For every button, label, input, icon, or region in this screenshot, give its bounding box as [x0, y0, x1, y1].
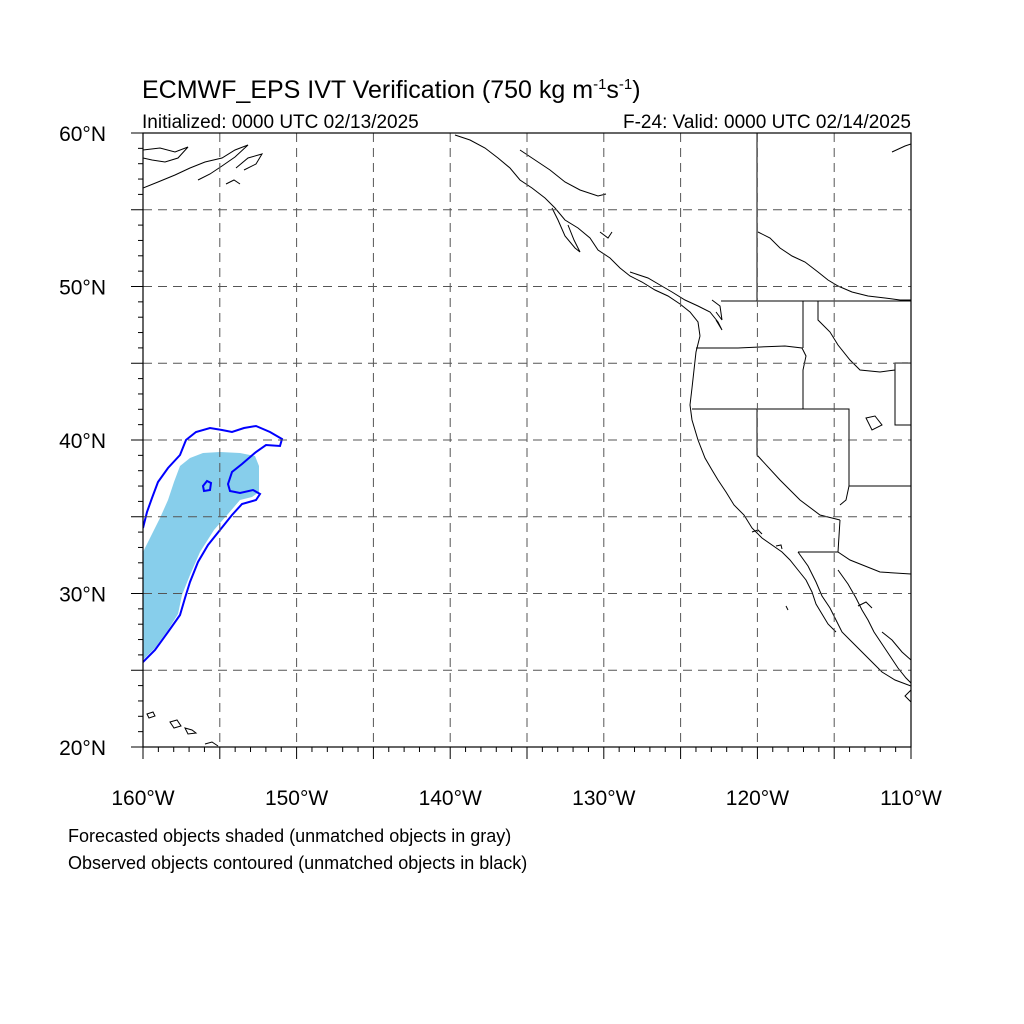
- lon-label: 140°W: [419, 787, 482, 810]
- longitude-labels: 160°W 150°W 140°W 130°W 120°W 110°W: [111, 787, 942, 810]
- observed-legend-note: Observed objects contoured (unmatched ob…: [68, 853, 528, 873]
- lon-label: 110°W: [880, 787, 942, 810]
- axis-ticks: [131, 132, 912, 759]
- lon-label: 160°W: [111, 787, 174, 810]
- figure-title: ECMWF_EPS IVT Verification (750 kg m-1s-…: [142, 76, 641, 104]
- initialized-label: Initialized: 0000 UTC 02/13/2025: [142, 112, 419, 133]
- lat-label: 40°N: [59, 430, 106, 453]
- valid-time-label: F-24: Valid: 0000 UTC 02/14/2025: [623, 112, 911, 133]
- observed-small-contour: [201, 479, 213, 493]
- lon-label: 150°W: [265, 787, 328, 810]
- lon-label: 120°W: [726, 787, 789, 810]
- forecast-ivt-object: [143, 452, 259, 660]
- lon-label: 130°W: [572, 787, 635, 810]
- map-gridlines: [143, 133, 911, 747]
- lat-label: 60°N: [59, 123, 106, 146]
- forecast-legend-note: Forecasted objects shaded (unmatched obj…: [68, 826, 512, 846]
- coastlines: [143, 134, 911, 747]
- lat-label: 30°N: [59, 584, 106, 607]
- latitude-labels: 60°N 50°N 40°N 30°N 20°N: [59, 123, 106, 760]
- lat-label: 20°N: [59, 737, 106, 760]
- lat-label: 50°N: [59, 277, 106, 300]
- observed-ivt-contour: [143, 424, 284, 663]
